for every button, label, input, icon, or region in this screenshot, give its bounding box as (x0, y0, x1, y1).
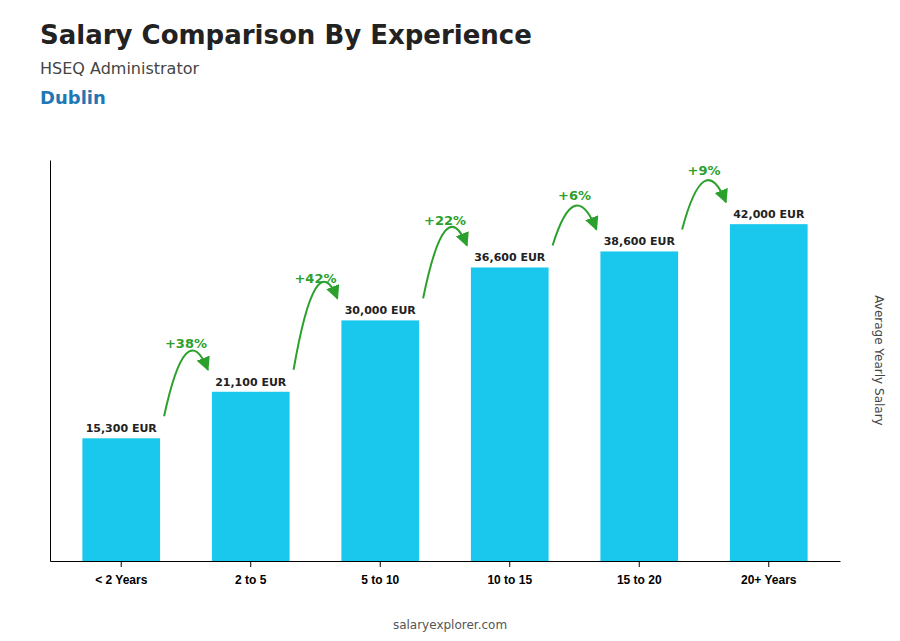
bar (212, 392, 290, 561)
change-arrow (294, 282, 338, 370)
x-tick-mark (250, 561, 251, 567)
chart-svg: Salary Comparison By Experience HSEQ Admi… (0, 0, 900, 641)
bar (82, 438, 160, 561)
change-label: +22% (424, 213, 466, 228)
y-axis-label: Average Yearly Salary (872, 295, 886, 425)
x-tick-mark (380, 561, 381, 567)
x-tick-label: 2 to 5 (235, 573, 267, 587)
change-arrow (682, 180, 726, 229)
bar (341, 320, 419, 561)
changes: +38% +42% +22% +6% +9% (164, 163, 726, 416)
y-axis (50, 161, 51, 562)
x-tick-label: 20+ Years (741, 573, 797, 587)
data-labels: 15,300 EUR 21,100 EUR 30,000 EUR 36,600 EUR… (86, 208, 805, 435)
data-label: 15,300 EUR (86, 422, 158, 435)
change-arrow (553, 205, 597, 245)
x-tick: 15 to 20 (617, 561, 662, 587)
x-tick: 2 to 5 (235, 561, 267, 587)
bar (730, 224, 808, 561)
x-tick-mark (121, 561, 122, 567)
data-label: 38,600 EUR (604, 235, 676, 248)
x-tick-label: 15 to 20 (617, 573, 662, 587)
x-tick-mark (768, 561, 769, 567)
x-tick-label: 5 to 10 (361, 573, 399, 587)
city: Dublin (40, 87, 106, 108)
data-label: 42,000 EUR (733, 208, 805, 221)
subtitle: HSEQ Administrator (40, 59, 199, 78)
x-tick: < 2 Years (95, 561, 147, 587)
bar (471, 267, 549, 561)
change-arrow (423, 227, 467, 298)
bar (600, 251, 678, 561)
x-tick-label: < 2 Years (95, 573, 147, 587)
x-tick: 5 to 10 (361, 561, 399, 587)
change-arrow (164, 350, 208, 416)
x-axis-line (51, 561, 841, 562)
title: Salary Comparison By Experience (40, 20, 532, 50)
plot-area (82, 224, 807, 561)
x-tick: 10 to 15 (487, 561, 532, 587)
footer: salaryexplorer.com (393, 618, 507, 632)
change-label: +9% (688, 163, 721, 178)
data-label: 36,600 EUR (474, 251, 546, 264)
change-label: +6% (558, 188, 591, 203)
x-tick: 20+ Years (741, 561, 797, 587)
y-axis-line (50, 161, 51, 562)
data-label: 30,000 EUR (345, 304, 417, 317)
data-label: 21,100 EUR (215, 376, 287, 389)
x-tick-label: 10 to 15 (487, 573, 532, 587)
x-tick-mark (639, 561, 640, 567)
x-tick-mark (509, 561, 510, 567)
change-label: +42% (294, 271, 336, 286)
x-axis: < 2 Years 2 to 5 5 to 10 10 to 15 15 to 20 20… (51, 561, 841, 587)
change-label: +38% (165, 336, 207, 351)
